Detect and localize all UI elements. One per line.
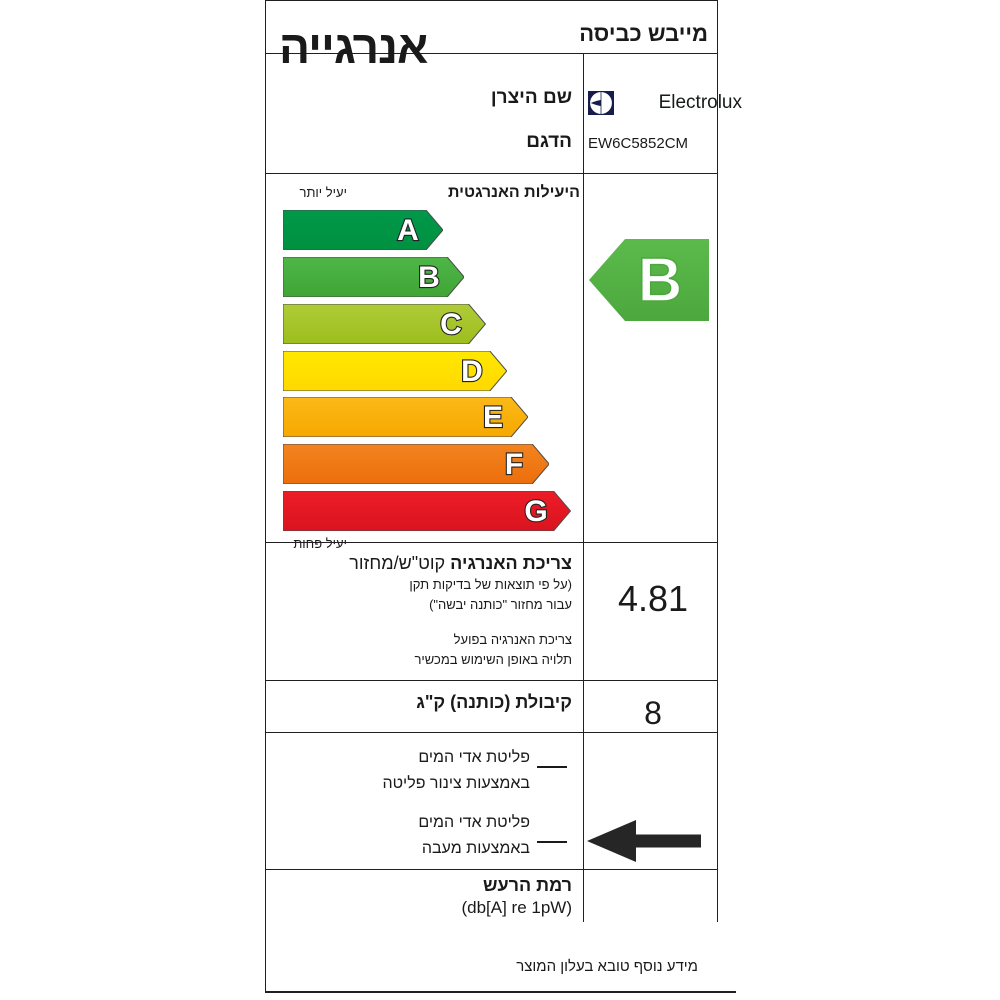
svg-text:G: G xyxy=(524,495,547,528)
svg-text:C: C xyxy=(440,308,462,341)
svg-text:E: E xyxy=(483,401,503,434)
svg-text:B: B xyxy=(418,261,440,294)
svg-text:A: A xyxy=(397,214,419,247)
svg-text:D: D xyxy=(461,355,483,388)
svg-text:F: F xyxy=(505,448,523,481)
